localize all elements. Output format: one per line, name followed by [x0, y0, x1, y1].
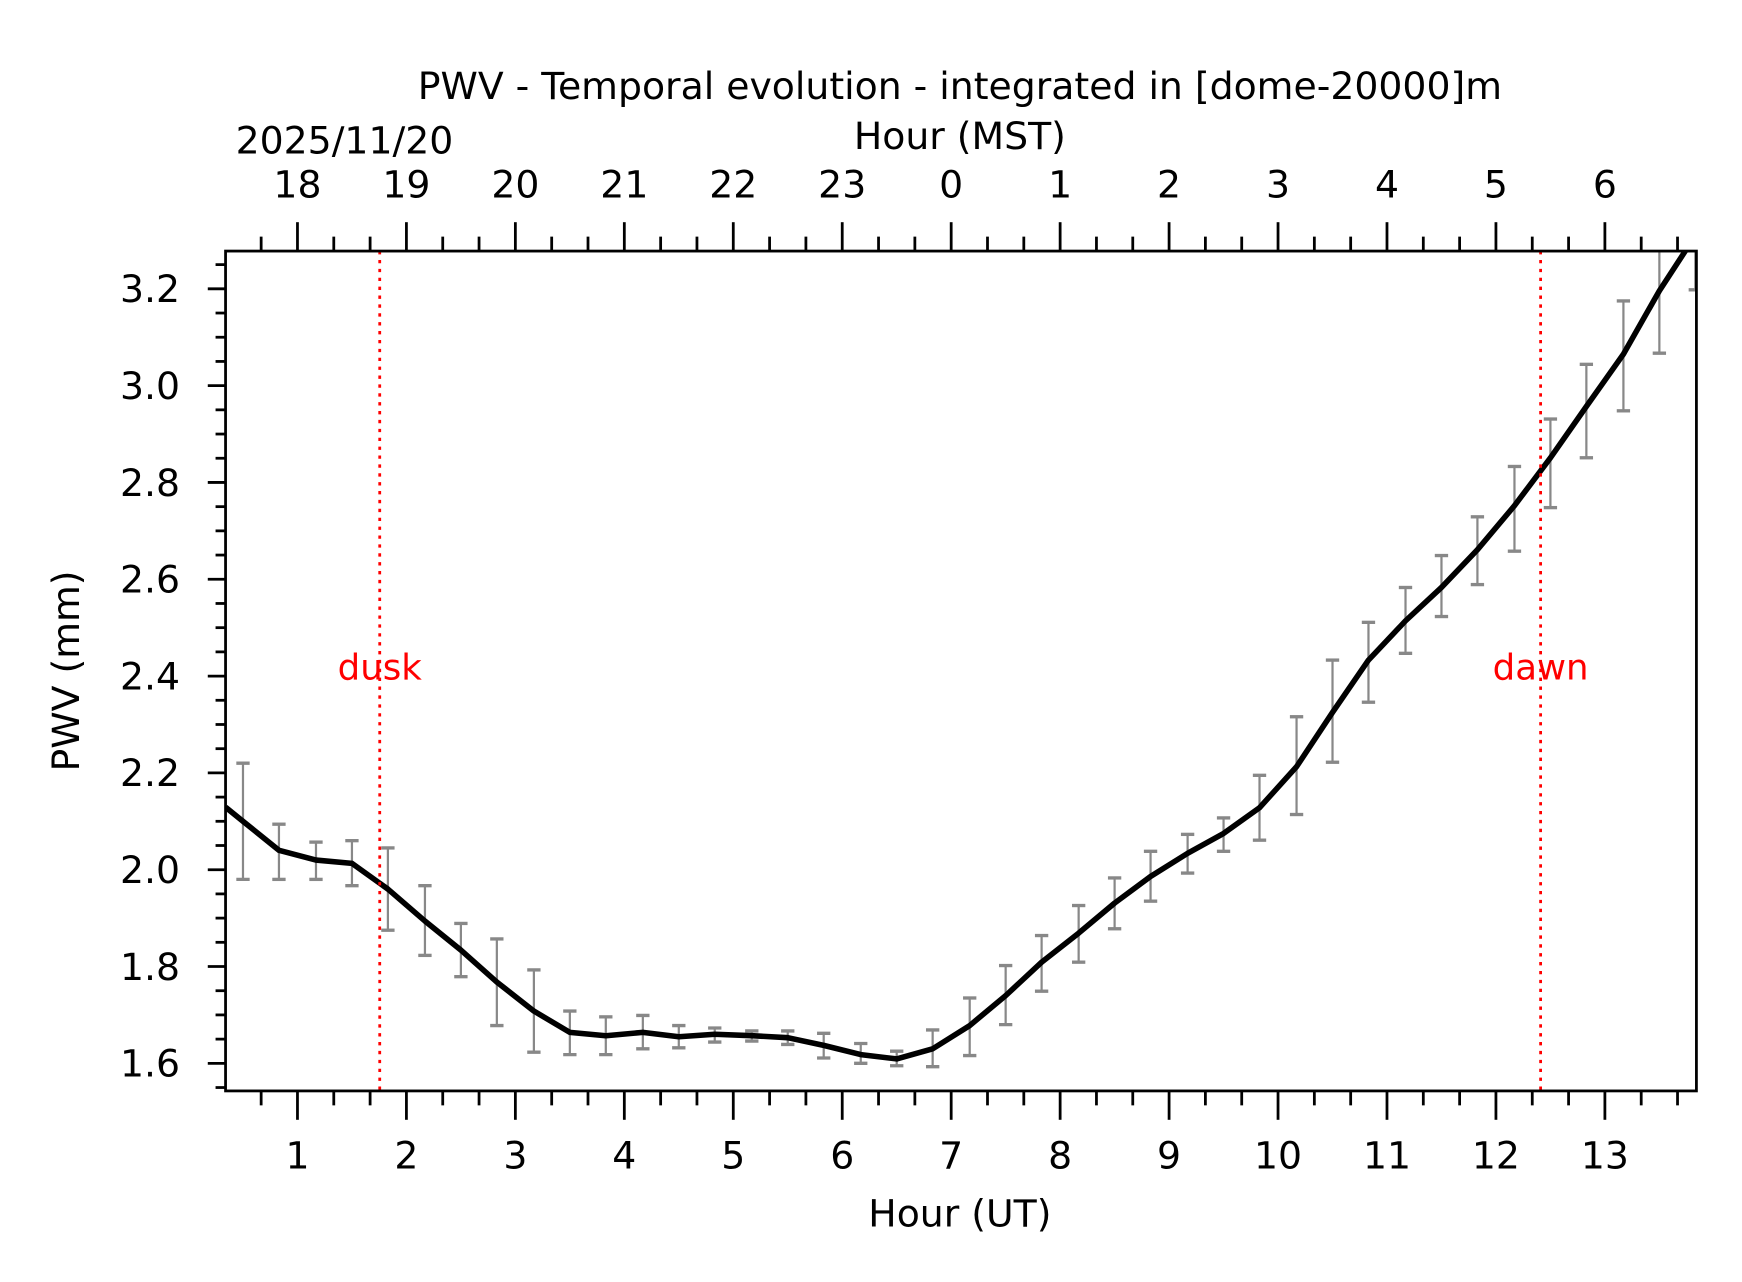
x-tick-label: 13	[1581, 1134, 1629, 1178]
y-tick-label: 2.8	[120, 461, 180, 505]
x-tick-label: 1	[285, 1134, 309, 1178]
top-tick-label: 4	[1375, 163, 1399, 207]
y-tick-label: 1.6	[120, 1042, 180, 1086]
top-tick-label: 22	[709, 163, 757, 207]
y-axis-label: PWV (mm)	[44, 570, 88, 771]
x-tick-label: 5	[721, 1134, 745, 1178]
top-tick-label: 20	[491, 163, 539, 207]
x-tick-label: 9	[1157, 1134, 1181, 1178]
top-tick-label: 19	[382, 163, 430, 207]
top-tick-label: 5	[1484, 163, 1508, 207]
top-tick-label: 3	[1266, 163, 1290, 207]
plot-frame	[224, 249, 1698, 1093]
dawn-label: dawn	[1493, 647, 1589, 688]
date-label: 2025/11/20	[236, 118, 454, 162]
top-tick-label: 6	[1593, 163, 1617, 207]
y-tick-label: 1.8	[120, 945, 180, 989]
top-tick-label: 2	[1157, 163, 1181, 207]
x-tick-label: 4	[612, 1134, 636, 1178]
top-tick-label: 1	[1048, 163, 1072, 207]
y-tick-label: 2.2	[120, 751, 180, 795]
x-tick-label: 7	[939, 1134, 963, 1178]
chart-title: PWV - Temporal evolution - integrated in…	[418, 64, 1502, 108]
top-tick-label: 21	[600, 163, 648, 207]
x-tick-label: 11	[1363, 1134, 1411, 1178]
x-tick-label: 8	[1048, 1134, 1072, 1178]
y-tick-label: 3.2	[120, 267, 180, 311]
y-tick-label: 3.0	[120, 364, 180, 408]
x-axis-label: Hour (UT)	[868, 1191, 1051, 1235]
x-tick-label: 10	[1254, 1134, 1302, 1178]
pwv-line	[225, 251, 1689, 1062]
dusk-label: dusk	[338, 647, 423, 688]
y-tick-label: 2.4	[120, 654, 180, 698]
x-tick-label: 6	[830, 1134, 854, 1178]
top-tick-label: 0	[939, 163, 963, 207]
top-tick-label: 18	[273, 163, 321, 207]
x-tick-label: 12	[1472, 1134, 1520, 1178]
x-tick-label: 2	[394, 1134, 418, 1178]
x-tick-label: 3	[503, 1134, 527, 1178]
top-axis-label: Hour (MST)	[854, 114, 1066, 158]
top-tick-label: 23	[818, 163, 866, 207]
y-tick-label: 2.0	[120, 848, 180, 892]
y-tick-label: 2.6	[120, 558, 180, 602]
